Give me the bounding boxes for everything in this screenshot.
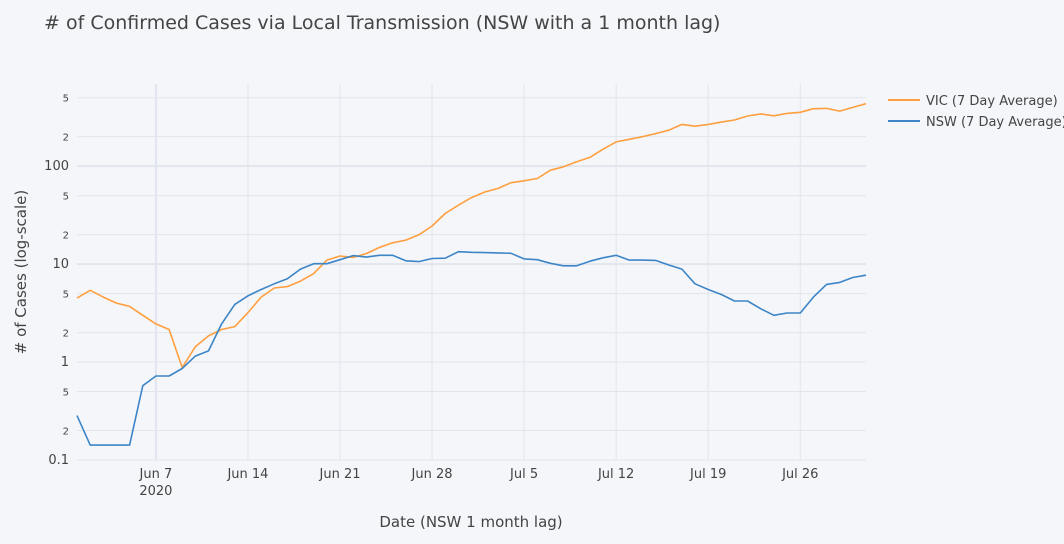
- x-tick-label: Jun 7: [139, 467, 173, 482]
- y-tick-label: 2: [63, 427, 69, 438]
- y-tick-label: 5: [63, 192, 69, 203]
- y-tick-label: 5: [63, 290, 69, 301]
- x-tick-label: Jul 26: [781, 467, 818, 482]
- y-axis-ticks: 0.1 2 5 1 2 5 10 2 5 100 2 5: [44, 94, 69, 468]
- y-tick-label: 10: [52, 257, 69, 272]
- legend: VIC (7 Day Average) NSW (7 Day Average): [888, 94, 1064, 130]
- x-axis-title: Date (NSW 1 month lag): [379, 513, 562, 531]
- series-line-nsw: [76, 250, 867, 446]
- y-tick-label: 1: [61, 355, 69, 370]
- legend-label: VIC (7 Day Average): [926, 94, 1058, 109]
- y-tick-label: 100: [44, 159, 69, 174]
- y-tick-label: 2: [63, 329, 69, 340]
- x-tick-label: Jul 19: [689, 467, 726, 482]
- y-tick-label: 2: [63, 133, 69, 144]
- x-tick-label: Jul 12: [597, 467, 634, 482]
- grid: [77, 84, 866, 461]
- x-tick-year-label: 2020: [139, 484, 172, 499]
- x-tick-label: Jun 21: [319, 467, 361, 482]
- x-axis-ticks: Jun 7 2020 Jun 14 Jun 21 Jun 28 Jul 5 Jul 12 Ju…: [139, 467, 819, 499]
- chart-title: # of Confirmed Cases via Local Transmiss…: [44, 12, 720, 34]
- series-line-vic: [76, 102, 867, 369]
- x-tick-label: Jun 14: [226, 467, 268, 482]
- y-tick-label: 2: [63, 231, 69, 242]
- legend-label: NSW (7 Day Average): [926, 115, 1064, 130]
- x-tick-label: Jul 5: [509, 467, 538, 482]
- y-tick-label: 0.1: [48, 453, 69, 468]
- y-tick-label: 5: [63, 94, 69, 105]
- x-tick-label: Jun 28: [411, 467, 453, 482]
- series-lines: [76, 102, 867, 446]
- y-axis-title: # of Cases (log-scale): [12, 190, 30, 355]
- y-tick-label: 5: [63, 388, 69, 399]
